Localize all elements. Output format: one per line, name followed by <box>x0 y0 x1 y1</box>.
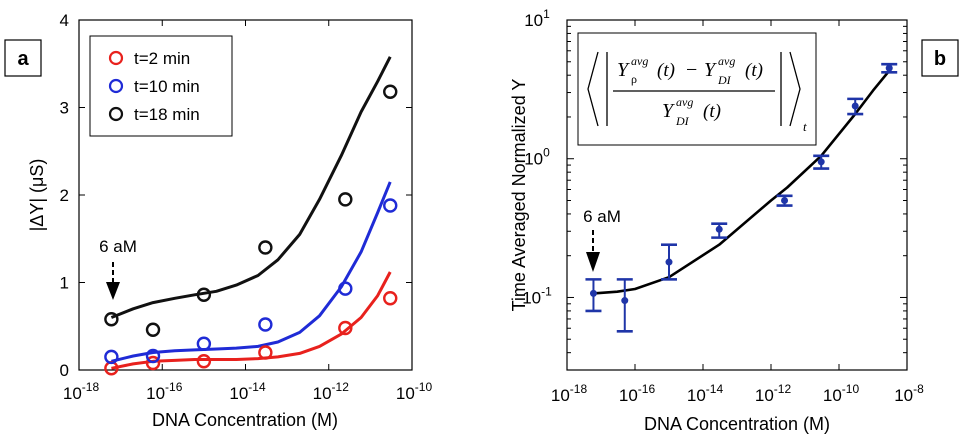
panel-b-plot-frame <box>566 19 908 371</box>
panel-b-x-axis-title: DNA Concentration (M) <box>644 414 830 434</box>
x-tick-label: 10-16 <box>146 380 183 403</box>
data-point <box>715 225 723 233</box>
legend-label-t18: t=18 min <box>134 105 200 124</box>
data-point <box>589 289 597 297</box>
data-point-series-2 <box>145 322 161 337</box>
fit-curve-series-2 <box>110 56 392 319</box>
data-point <box>851 102 859 110</box>
legend-label-t10: t=10 min <box>134 77 200 96</box>
data-point-series-2 <box>338 192 353 207</box>
data-point <box>781 196 789 204</box>
panel-a: 10-18 10-16 10-14 10-12 10-10 0 1 2 3 4 t=2 min … <box>4 11 433 430</box>
formula-left-angle <box>587 51 599 127</box>
formula-num-sup2: avg <box>718 54 735 68</box>
x-tick-label: 10-8 <box>894 382 924 405</box>
legend-marker-t18 <box>108 106 124 122</box>
panel-a-x-axis-title: DNA Concentration (M) <box>152 410 338 430</box>
fit-curve-series-0 <box>111 271 392 370</box>
legend-marker-t2 <box>108 50 124 66</box>
annotation-6am-a: 6 aM <box>99 237 137 256</box>
annotation-6am-b: 6 aM <box>583 207 621 226</box>
data-point <box>817 158 825 166</box>
data-point-series-0 <box>196 354 212 369</box>
panel-a-letter-box <box>4 39 42 77</box>
annotation-arrow-head-b <box>586 252 600 272</box>
panel-a-x-ticks: 10-18 10-16 10-14 10-12 10-10 <box>63 20 433 403</box>
data-point <box>621 297 629 305</box>
legend-label-t2: t=2 min <box>134 49 190 68</box>
data-point-series-1 <box>196 336 212 351</box>
x-tick-label: 10-18 <box>551 382 588 405</box>
formula-den-sup: avg <box>676 95 693 109</box>
data-point-series-2 <box>258 240 273 255</box>
data-point-series-0 <box>145 355 161 371</box>
formula-den-y: Y <box>662 100 675 122</box>
data-point <box>885 64 893 72</box>
fit-curve-series-1 <box>111 181 392 363</box>
panel-b-letter-box <box>921 39 959 77</box>
panel-a-annotation: 6 aM <box>99 237 137 300</box>
panel-b: 10-18 10-16 10-14 10-12 10-10 10-8 10-1100101… <box>509 7 959 434</box>
formula-num-arg1: (t) <box>657 60 675 81</box>
legend-marker-t10 <box>108 78 124 94</box>
x-tick-label: 10-18 <box>63 380 100 403</box>
y-tick-label: 1 <box>60 274 69 293</box>
data-point-series-1 <box>145 348 161 364</box>
formula-num-sup1: avg <box>631 54 648 68</box>
x-tick-label: 10-16 <box>619 382 656 405</box>
formula-den-arg: (t) <box>703 101 721 122</box>
formula-outer-sub: t <box>803 119 807 134</box>
panel-b-letter: b <box>934 48 946 70</box>
formula-num-y2: Y <box>704 59 717 81</box>
x-tick-label: 10-14 <box>687 382 724 405</box>
y-tick-label: 2 <box>60 186 69 205</box>
panel-a-data-points <box>104 84 398 376</box>
panel-b-data-points <box>589 64 893 305</box>
x-tick-label: 10-10 <box>396 380 433 403</box>
data-point-series-0 <box>383 291 398 306</box>
y-tick-label: 0 <box>60 361 69 380</box>
data-point-series-0 <box>338 320 353 336</box>
data-point-series-2 <box>104 312 119 327</box>
data-point-series-2 <box>196 287 212 302</box>
annotation-arrow-head-a <box>106 282 120 300</box>
panel-b-y-axis-title: Time Averaged Normalized Y <box>509 79 529 312</box>
y-tick-label: 3 <box>60 99 69 118</box>
formula-num-sub-di: DI <box>717 73 732 87</box>
data-point-series-0 <box>258 345 273 360</box>
formula-box <box>577 32 817 146</box>
panel-a-legend: t=2 min t=10 min t=18 min <box>89 35 233 137</box>
panel-b-annotation: 6 aM <box>583 207 621 272</box>
panel-b-fit-curve <box>593 69 891 295</box>
x-tick-label: 10-14 <box>229 380 266 403</box>
panel-a-y-ticks: 0 1 2 3 4 <box>60 11 412 380</box>
data-point <box>665 258 673 266</box>
formula-num-y1: Y <box>617 59 630 81</box>
formula-num-sub-rho: ρ <box>631 72 637 86</box>
panel-a-y-axis-title: |ΔY| (μS) <box>27 159 47 232</box>
data-point-series-2 <box>383 84 398 99</box>
x-tick-label: 10-12 <box>755 382 792 405</box>
y-tick-label: 101 <box>524 7 550 30</box>
panel-b-formula: Y avg ρ (t) − Y avg DI (t) Y avg DI (t) … <box>577 32 817 146</box>
data-point-series-1 <box>383 198 398 213</box>
data-point-series-1 <box>258 317 273 332</box>
formula-minus: − <box>686 59 697 81</box>
panel-a-fit-curves <box>110 56 392 370</box>
formula-right-angle <box>789 51 801 127</box>
panel-a-letter: a <box>17 48 29 70</box>
data-point-series-1 <box>338 281 353 296</box>
formula-num-arg2: (t) <box>745 60 763 81</box>
data-point-series-1 <box>104 349 119 365</box>
x-tick-label: 10-10 <box>823 382 860 405</box>
x-tick-label: 10-12 <box>313 380 350 403</box>
y-tick-label: 4 <box>60 11 69 30</box>
formula-den-sub-di: DI <box>675 114 690 128</box>
fit-curve <box>593 69 891 295</box>
